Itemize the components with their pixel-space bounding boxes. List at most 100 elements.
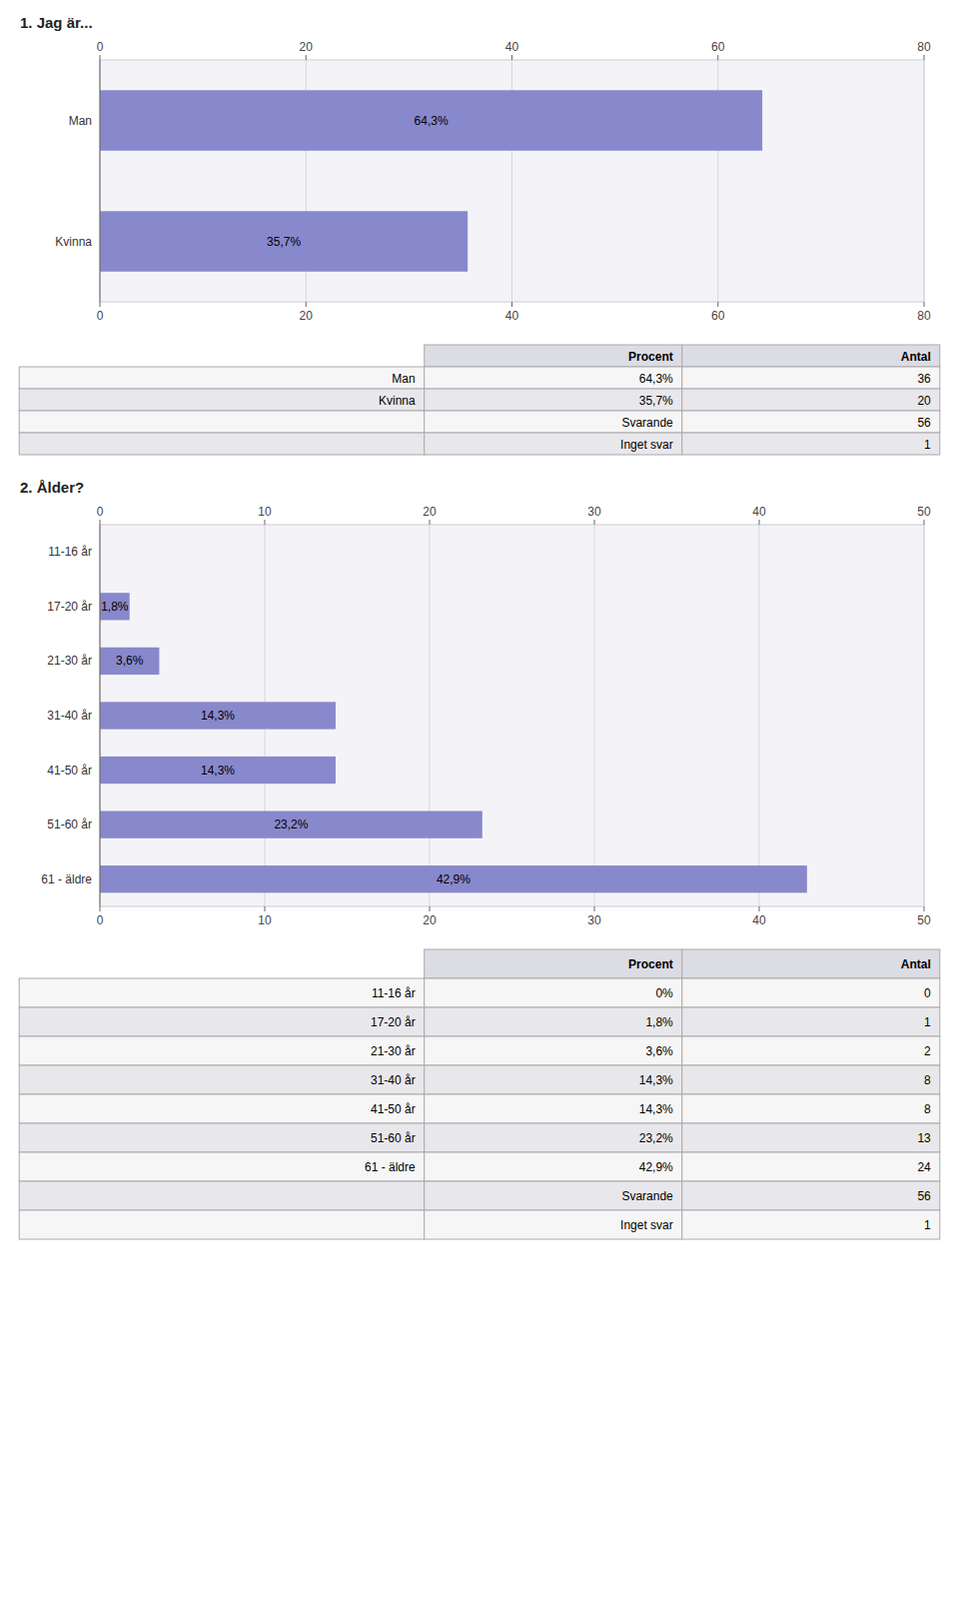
table-text: 36 (917, 371, 932, 386)
table-cell (682, 1064, 941, 1094)
table-cell (682, 1209, 941, 1239)
table-text: 64,3% (639, 371, 674, 386)
grid-line (99, 524, 101, 907)
table-cell (18, 1093, 425, 1123)
table-cell (18, 1180, 425, 1210)
table-text: Man (391, 371, 415, 386)
table-text: 0 (924, 985, 932, 1000)
tick-label: 20 (299, 308, 314, 323)
tick-mark (717, 301, 719, 307)
table: ProcentAntal11-16 år0%017-20 år1,8%121-3… (18, 949, 941, 1239)
tick-mark (924, 519, 926, 525)
data-label: 42,9% (436, 872, 471, 887)
plot-area (99, 59, 925, 302)
bar (99, 865, 808, 893)
bar-chart: 1. Jag är...002020404060608080Man64,3%Kv… (19, 13, 932, 323)
table-cell (18, 366, 425, 389)
table-text: 35,7% (639, 393, 674, 408)
table-text: 14,3% (639, 1072, 674, 1087)
bar-chart: 2. Ålder?001010202030304040505011-16 år1… (19, 478, 932, 928)
table-cell (424, 388, 683, 411)
table-cell (18, 1006, 425, 1036)
table-text: 51-60 år (370, 1130, 416, 1145)
tick-label: 50 (917, 504, 932, 519)
tick-label: 80 (917, 39, 932, 54)
table-text: Svarande (621, 415, 674, 430)
tick-mark (264, 519, 266, 525)
tick-mark (99, 906, 101, 912)
tick-label: 0 (96, 913, 104, 928)
table-text: 1 (924, 437, 932, 452)
tick-mark (429, 519, 431, 525)
bars (99, 89, 763, 272)
table-cell (424, 410, 683, 433)
data-label: 35,7% (266, 234, 301, 249)
bar (99, 210, 468, 272)
tick-mark (511, 301, 513, 307)
category-label: 11-16 år (47, 544, 92, 559)
table-text: 31-40 år (370, 1072, 416, 1087)
table-cell (682, 977, 941, 1007)
table-text: Inget svar (620, 437, 674, 452)
table-cell (424, 1093, 683, 1123)
tick-label: 40 (752, 504, 767, 519)
table-text: 1,8% (645, 1014, 674, 1029)
tick-mark (305, 54, 307, 60)
tick-label: 20 (299, 39, 314, 54)
page: 1. Jag är...002020404060608080Man64,3%Kv… (0, 0, 959, 1600)
tick-mark (99, 301, 101, 307)
category-label: 51-60 år (46, 817, 92, 832)
table-header: Antal (901, 957, 932, 971)
table-cell (18, 1122, 425, 1152)
table-cell (682, 1006, 941, 1036)
table-text: Svarande (621, 1188, 674, 1203)
tick-label: 20 (422, 504, 437, 519)
tick-mark (99, 54, 101, 60)
table-cell (424, 1180, 683, 1210)
table-cell (18, 1064, 425, 1094)
data-label: 64,3% (414, 113, 449, 128)
category-label: 41-50 år (46, 763, 92, 778)
table-cell (424, 1151, 683, 1181)
table-header-cell (682, 949, 941, 978)
bar (99, 701, 336, 729)
tick-label: 40 (505, 39, 520, 54)
table-cell (424, 1006, 683, 1036)
tick-label: 0 (96, 504, 104, 519)
category-label: Man (68, 113, 92, 128)
grid-line (924, 524, 926, 907)
table-cell (682, 432, 941, 455)
table-text: 0% (655, 985, 674, 1000)
tick-label: 60 (711, 39, 726, 54)
table-header-cell (424, 344, 683, 367)
tick-mark (924, 906, 926, 912)
table-cell (424, 1035, 683, 1065)
table-text: Inget svar (620, 1217, 674, 1232)
category-label: 61 - äldre (40, 872, 92, 887)
data-label: 14,3% (200, 763, 235, 778)
tick-label: 60 (711, 308, 726, 323)
grid-line (429, 524, 431, 907)
chart-title: 2. Ålder? (19, 478, 84, 496)
table-text: 17-20 år (370, 1014, 416, 1029)
axis-line (99, 59, 101, 302)
table-cell (424, 432, 683, 455)
table-text: 11-16 år (371, 985, 416, 1000)
table-text: 56 (917, 415, 932, 430)
table-text: 8 (924, 1072, 932, 1087)
data-label: 3,6% (115, 653, 144, 668)
table-header: Antal (901, 349, 932, 364)
tick-label: 10 (257, 913, 272, 928)
grid-line (924, 59, 926, 302)
table-text: 13 (917, 1130, 932, 1145)
table-cell (682, 1093, 941, 1123)
tick-label: 40 (752, 913, 767, 928)
table-text: 1 (924, 1014, 932, 1029)
tick-label: 40 (505, 308, 520, 323)
table-cell (424, 1122, 683, 1152)
tick-label: 10 (257, 504, 272, 519)
tick-mark (594, 519, 596, 525)
table-text: 2 (924, 1043, 932, 1058)
table-cell (424, 977, 683, 1007)
table-cell (18, 1151, 425, 1181)
